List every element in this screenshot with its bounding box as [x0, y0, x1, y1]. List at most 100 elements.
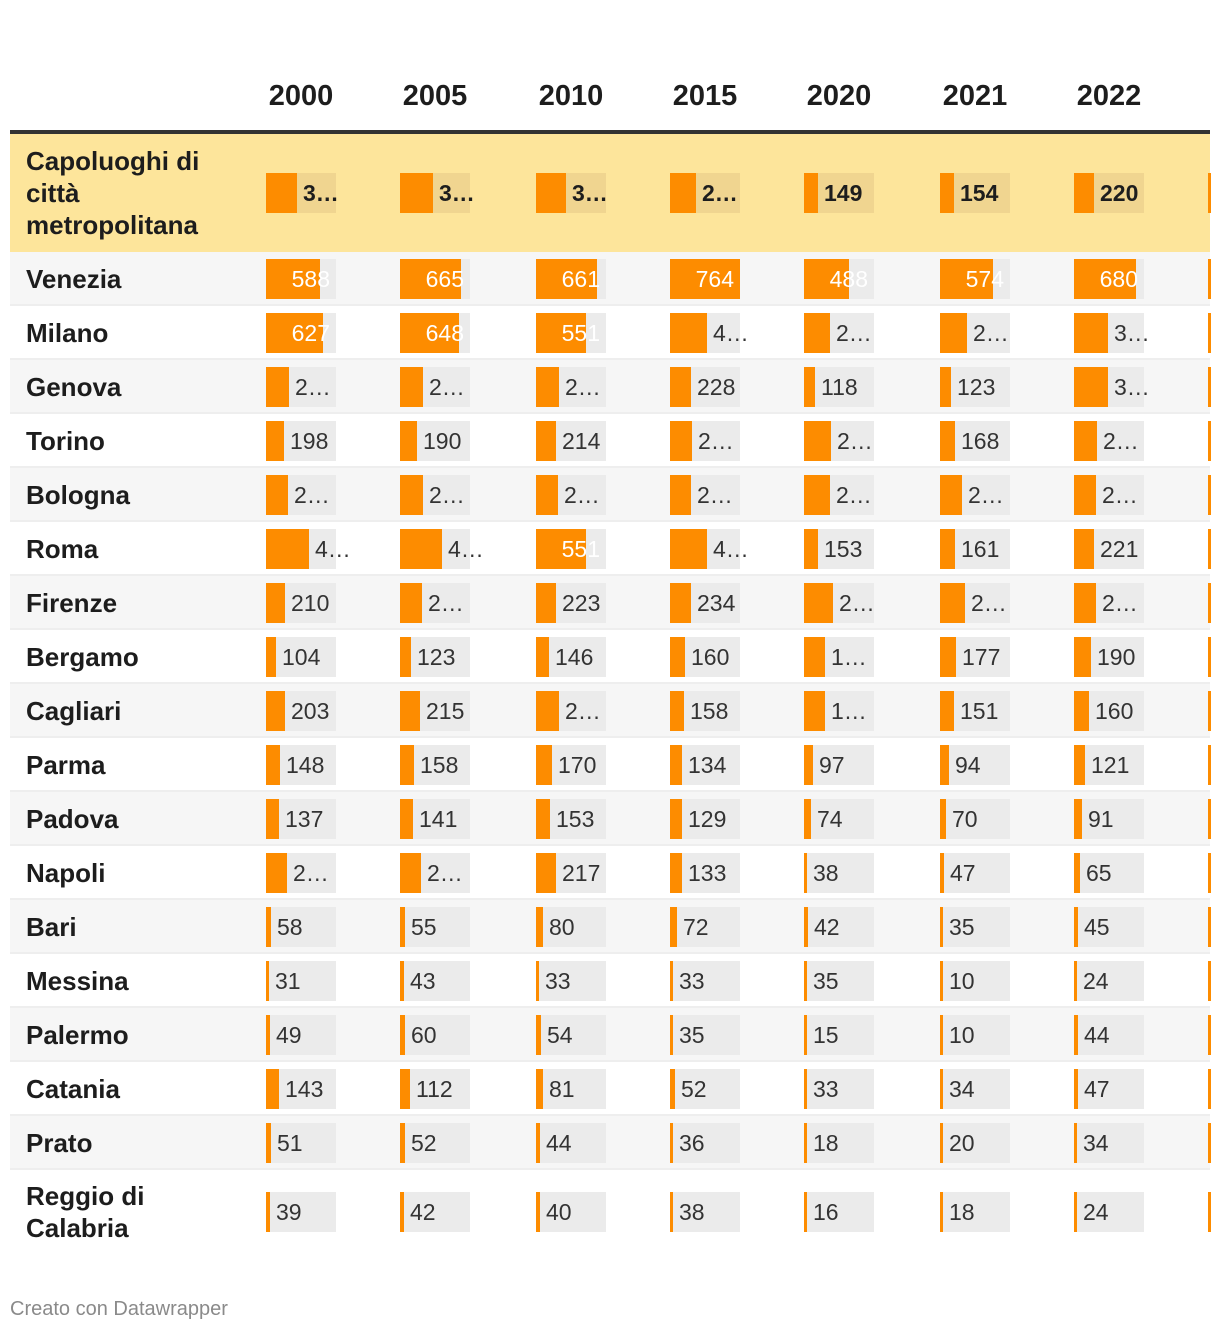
bar-cell: 133: [670, 853, 740, 893]
bar-cell: 2…: [670, 173, 740, 213]
clipped-column-bar: [1208, 475, 1211, 515]
bar-value-label: 134: [688, 752, 727, 778]
bar-value-label: 221: [1100, 536, 1139, 562]
bar-cell: 15: [804, 1015, 874, 1055]
bar: [940, 745, 949, 785]
bar: [804, 691, 825, 731]
bar: [940, 691, 954, 731]
bar: [804, 1069, 807, 1109]
bar: [940, 1015, 943, 1055]
bar-value-label: 40: [546, 1199, 572, 1225]
bar-cell: 2…: [670, 421, 740, 461]
bar-value-label: 198: [290, 428, 329, 454]
bar-cell: 43: [400, 961, 470, 1001]
bar: [536, 1123, 540, 1163]
bar-track: [670, 1123, 740, 1163]
bar-value-label: 55: [411, 914, 437, 940]
city-label: Genova: [26, 372, 122, 402]
bar: [400, 173, 433, 213]
footer-credit[interactable]: Creato con Datawrapper: [10, 1298, 228, 1320]
bar-value-label: 149: [824, 180, 863, 206]
bar: [266, 853, 287, 893]
bar-cell: 33: [536, 961, 606, 1001]
bar-cell: 74: [804, 799, 874, 839]
data-table: 2000 2005 2010 2015 2020 2021 2022 Capoluoghi …: [10, 60, 1211, 1254]
bar-cell: 4…: [266, 529, 351, 569]
bar-cell: 3…: [266, 173, 339, 213]
bar-value-label: 4…: [713, 320, 749, 346]
bar: [1074, 421, 1097, 461]
bar-value-label: 2…: [1102, 482, 1138, 508]
bar-value-label: 31: [275, 968, 301, 994]
city-label: Palermo: [26, 1020, 129, 1050]
bar-track: [1074, 1123, 1144, 1163]
bar-value-label: 158: [420, 752, 459, 778]
bar-value-label: 36: [679, 1130, 705, 1156]
bar-cell: 45: [1074, 907, 1144, 947]
bar: [536, 907, 543, 947]
bar: [940, 475, 962, 515]
bar-value-label: 2…: [565, 374, 601, 400]
table-row: Reggio di Calabria 39 42 40 38 16 18 24: [10, 1170, 1211, 1254]
bar-value-label: 74: [817, 806, 843, 832]
bar: [670, 691, 684, 731]
bar: [1074, 1015, 1078, 1055]
bar-value-label: 39: [276, 1199, 302, 1225]
bar-cell: 10: [940, 1015, 1010, 1055]
bar: [1074, 691, 1089, 731]
bar-cell: 2…: [940, 475, 1010, 515]
bar-value-label: 488: [829, 266, 868, 292]
bar-value-label: 20: [949, 1130, 975, 1156]
bar: [400, 475, 423, 515]
bar-cell: 158: [400, 745, 470, 785]
bar-track: [266, 637, 336, 677]
bar-cell: 2…: [536, 475, 606, 515]
bar: [1074, 529, 1094, 569]
bar: [536, 637, 549, 677]
bar-value-label: 153: [824, 536, 863, 562]
bar-cell: 2…: [536, 367, 606, 407]
bar: [266, 259, 320, 299]
bar-track: [1074, 799, 1144, 839]
bar-cell: 221: [1074, 529, 1144, 569]
bar-value-label: 94: [955, 752, 981, 778]
bar-cell: 55: [400, 907, 470, 947]
bar: [266, 1015, 270, 1055]
city-label: Catania: [26, 1074, 120, 1104]
bar-value-label: 210: [291, 590, 330, 616]
bar-value-label: 161: [961, 536, 1000, 562]
bar-value-label: 588: [291, 266, 330, 292]
city-label: Firenze: [26, 588, 118, 618]
bar-track: [536, 907, 606, 947]
bar-value-label: 160: [1095, 698, 1134, 724]
clipped-column-bar: [1208, 691, 1211, 731]
bar-value-label: 44: [1084, 1022, 1110, 1048]
bar-track: [670, 907, 740, 947]
bar-value-label: 123: [957, 374, 996, 400]
bar-cell: 2…: [536, 691, 606, 731]
bar-value-label: 54: [547, 1022, 573, 1048]
bar: [400, 1015, 405, 1055]
bar-value-label: 3…: [439, 180, 475, 206]
bar-value-label: 18: [949, 1199, 975, 1225]
bar-value-label: 10: [949, 968, 975, 994]
bar-track: [804, 1192, 874, 1232]
bar-value-label: 2…: [565, 698, 601, 724]
bar: [940, 421, 955, 461]
bar-value-label: 2…: [564, 482, 600, 508]
bar-cell: 551: [536, 529, 606, 569]
table-row: Palermo 49 60 54 35 15 10 44: [10, 1008, 1211, 1062]
bar-value-label: 65: [1086, 860, 1112, 886]
bar-value-label: 72: [683, 914, 709, 940]
bar: [266, 475, 288, 515]
bar-value-label: 3…: [1114, 374, 1150, 400]
bar: [670, 1192, 673, 1232]
bar-value-label: 137: [285, 806, 324, 832]
clipped-column-bar: [1208, 421, 1211, 461]
bar-value-label: 143: [285, 1076, 324, 1102]
bar: [940, 1123, 943, 1163]
bar-track: [266, 1015, 336, 1055]
bar-cell: 34: [940, 1069, 1010, 1109]
table-row: Venezia 588 665 661 764 488 574 680: [10, 252, 1211, 306]
bar-cell: 2…: [940, 583, 1010, 623]
